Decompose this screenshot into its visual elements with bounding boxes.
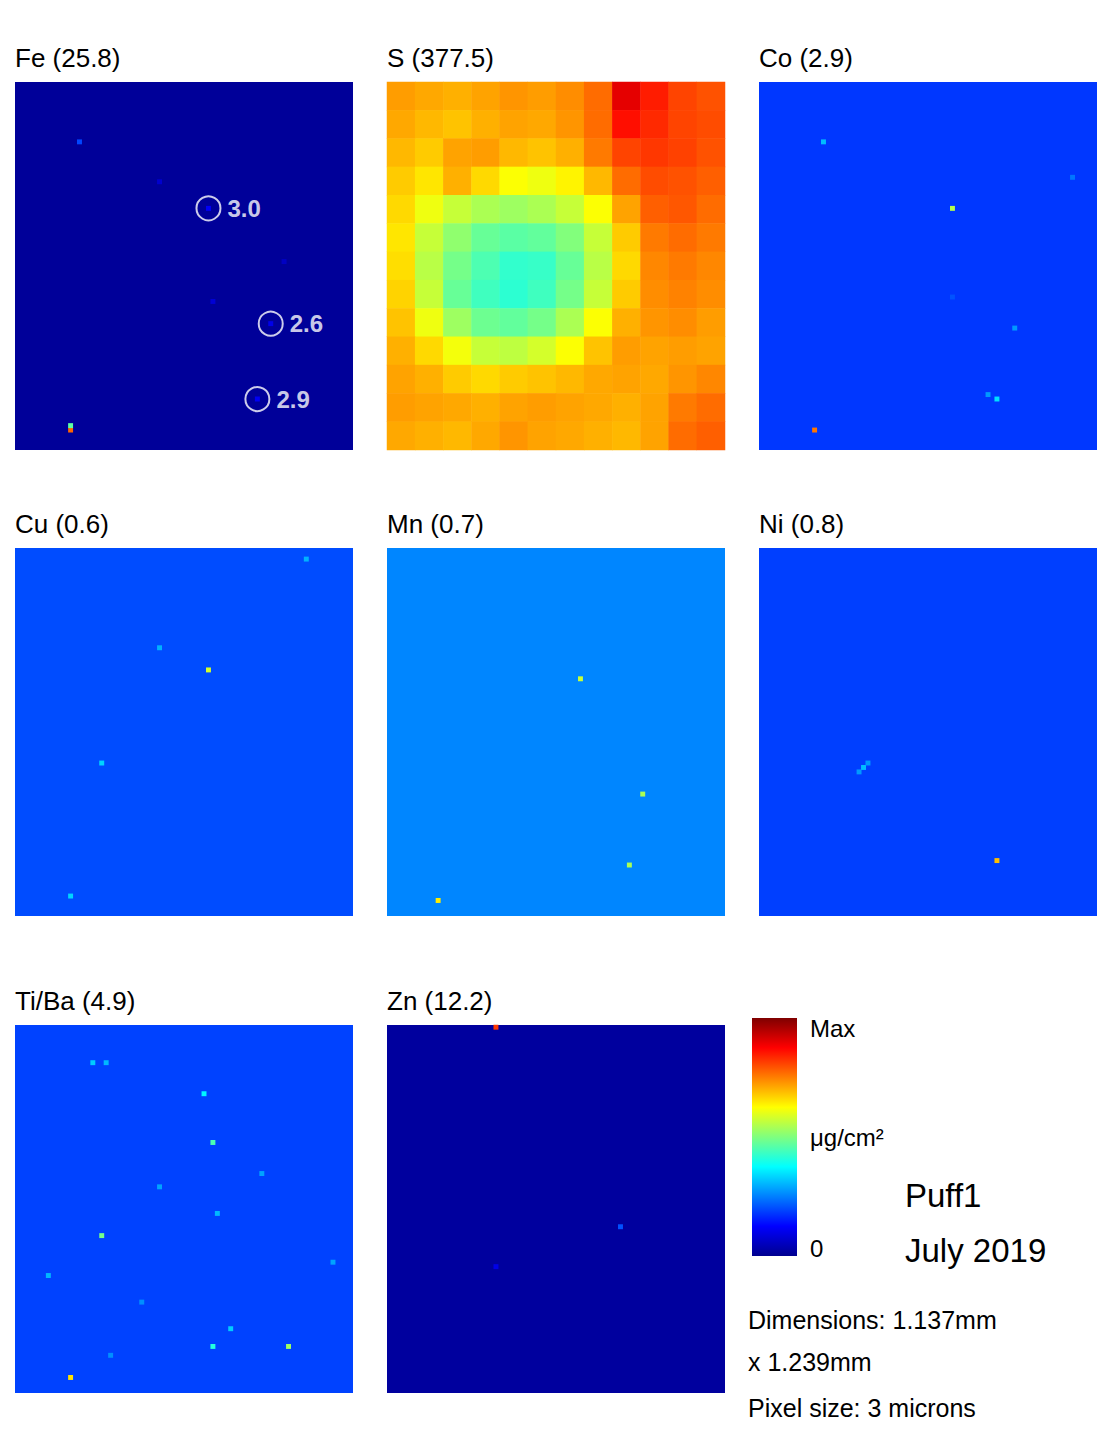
- svg-text:Puff1: Puff1: [905, 1177, 981, 1214]
- svg-text:2.9: 2.9: [276, 386, 309, 413]
- svg-text:Ni (0.8): Ni (0.8): [759, 509, 844, 539]
- svg-text:Mn (0.7): Mn (0.7): [387, 509, 484, 539]
- svg-text:Co (2.9): Co (2.9): [759, 43, 853, 73]
- svg-text:Cu (0.6): Cu (0.6): [15, 509, 109, 539]
- svg-text:Max: Max: [810, 1015, 855, 1042]
- svg-text:Ti/Ba (4.9): Ti/Ba (4.9): [15, 986, 135, 1016]
- svg-text:2.6: 2.6: [290, 310, 323, 337]
- svg-text:S (377.5): S (377.5): [387, 43, 494, 73]
- svg-text:0: 0: [810, 1235, 823, 1262]
- svg-text:Dimensions: 1.137mm: Dimensions: 1.137mm: [748, 1306, 997, 1334]
- svg-text:μg/cm²: μg/cm²: [810, 1124, 884, 1151]
- svg-text:Fe (25.8): Fe (25.8): [15, 43, 121, 73]
- svg-text:Pixel size: 3 microns: Pixel size: 3 microns: [748, 1394, 976, 1422]
- svg-text:x 1.239mm: x 1.239mm: [748, 1348, 872, 1376]
- svg-text:3.0: 3.0: [227, 195, 260, 222]
- svg-text:July 2019: July 2019: [905, 1232, 1046, 1269]
- svg-text:Zn (12.2): Zn (12.2): [387, 986, 493, 1016]
